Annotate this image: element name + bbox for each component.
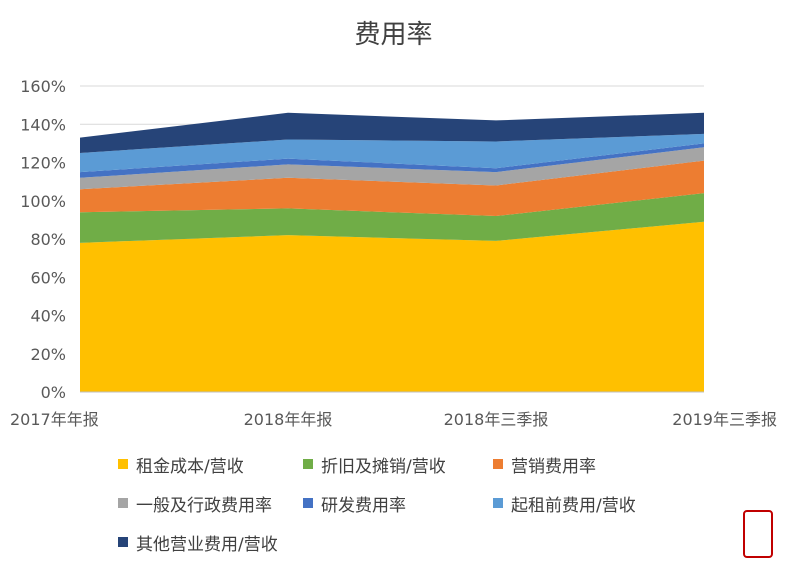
legend-swatch [493,459,503,469]
y-tick-label: 0% [41,383,66,402]
x-tick-label: 2018年年报 [244,410,333,429]
area-series-7 [80,112,704,153]
y-tick-label: 160% [20,77,66,96]
area-series-2 [80,193,704,243]
legend-label: 起租前费用/营收 [511,495,636,516]
legend-swatch [303,498,313,508]
legend-swatch [493,498,503,508]
y-tick-label: 20% [30,345,66,364]
legend-swatch [118,498,128,508]
chart-legend: 租金成本/营收 折旧及摊销/营收 营销费用率一般及行政费用率 研发费用率 起租前费用/营… [118,450,758,556]
y-tick-label: 140% [20,115,66,134]
y-tick-label: 60% [30,268,66,287]
legend-item: 研发费用率 [303,489,493,517]
legend-label: 研发费用率 [321,495,406,516]
legend-item: 租金成本/营收 [118,450,303,478]
area-series-3 [80,160,704,217]
legend-label: 租金成本/营收 [136,456,244,477]
x-tick-label: 2018年三季报 [444,410,549,429]
legend-item: 折旧及摊销/营收 [303,450,493,478]
legend-swatch [118,459,128,469]
x-tick-label: 2017年年报 [10,410,99,429]
legend-label: 其他营业费用/营收 [136,534,278,555]
legend-item: 起租前费用/营收 [493,489,723,517]
y-tick-label: 120% [20,154,66,173]
legend-label: 折旧及摊销/营收 [321,456,446,477]
area-series-4 [80,147,704,190]
y-tick-label: 40% [30,307,66,326]
brand-seal-icon [743,510,773,558]
y-tick-label: 100% [20,192,66,211]
x-tick-label: 2019年三季报 [672,410,777,429]
area-series-1 [80,221,704,392]
legend-item: 其他营业费用/营收 [118,528,303,556]
area-series-5 [80,143,704,178]
y-tick-label: 80% [30,230,66,249]
chart-title: 费用率 [354,20,433,50]
legend-swatch [118,537,128,547]
legend-label: 营销费用率 [511,456,596,477]
legend-item: 一般及行政费用率 [118,489,303,517]
legend-label: 一般及行政费用率 [136,495,272,516]
area-series-6 [80,133,704,173]
legend-item: 营销费用率 [493,450,723,478]
legend-swatch [303,459,313,469]
